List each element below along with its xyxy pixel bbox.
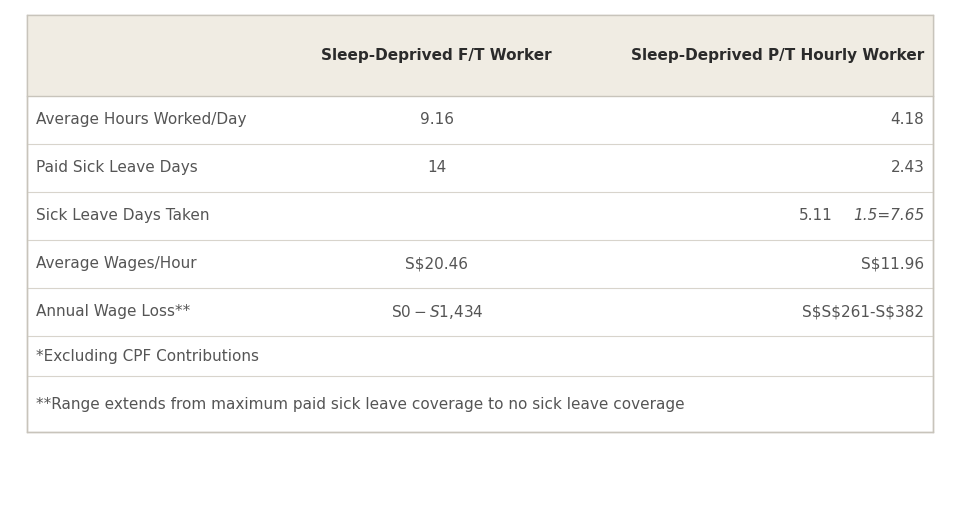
- Text: S$11.96: S$11.96: [861, 257, 924, 271]
- Text: S$S$261-S$382: S$S$261-S$382: [803, 305, 924, 319]
- Bar: [27, 15, 933, 96]
- Text: S$20.46: S$20.46: [405, 257, 468, 271]
- Text: 2.43: 2.43: [891, 161, 924, 175]
- Text: Average Wages/Hour: Average Wages/Hour: [36, 257, 197, 271]
- Text: 9.16: 9.16: [420, 113, 454, 127]
- Text: Annual Wage Loss**: Annual Wage Loss**: [36, 305, 191, 319]
- Text: **Range extends from maximum paid sick leave coverage to no sick leave coverage: **Range extends from maximum paid sick l…: [36, 396, 685, 412]
- Text: 4.18: 4.18: [891, 113, 924, 127]
- Text: 1.5=7.65: 1.5=7.65: [853, 209, 924, 223]
- Text: Sleep-Deprived P/T Hourly Worker: Sleep-Deprived P/T Hourly Worker: [632, 48, 924, 63]
- Text: Average Hours Worked/Day: Average Hours Worked/Day: [36, 113, 247, 127]
- Text: *Excluding CPF Contributions: *Excluding CPF Contributions: [36, 348, 259, 364]
- Text: 5.11: 5.11: [799, 209, 832, 223]
- Text: Sick Leave Days Taken: Sick Leave Days Taken: [36, 209, 210, 223]
- Text: S$0-S$1,434: S$0-S$1,434: [391, 303, 483, 321]
- Text: Paid Sick Leave Days: Paid Sick Leave Days: [36, 161, 198, 175]
- Text: Sleep-Deprived F/T Worker: Sleep-Deprived F/T Worker: [322, 48, 552, 63]
- Text: 14: 14: [427, 161, 446, 175]
- Bar: [27, 15, 933, 432]
